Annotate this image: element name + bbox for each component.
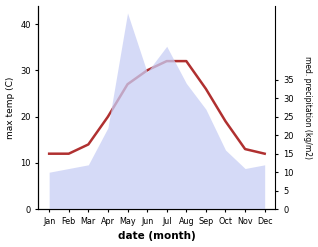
X-axis label: date (month): date (month) — [118, 231, 196, 242]
Y-axis label: max temp (C): max temp (C) — [5, 76, 15, 139]
Y-axis label: med. precipitation (kg/m2): med. precipitation (kg/m2) — [303, 56, 313, 159]
